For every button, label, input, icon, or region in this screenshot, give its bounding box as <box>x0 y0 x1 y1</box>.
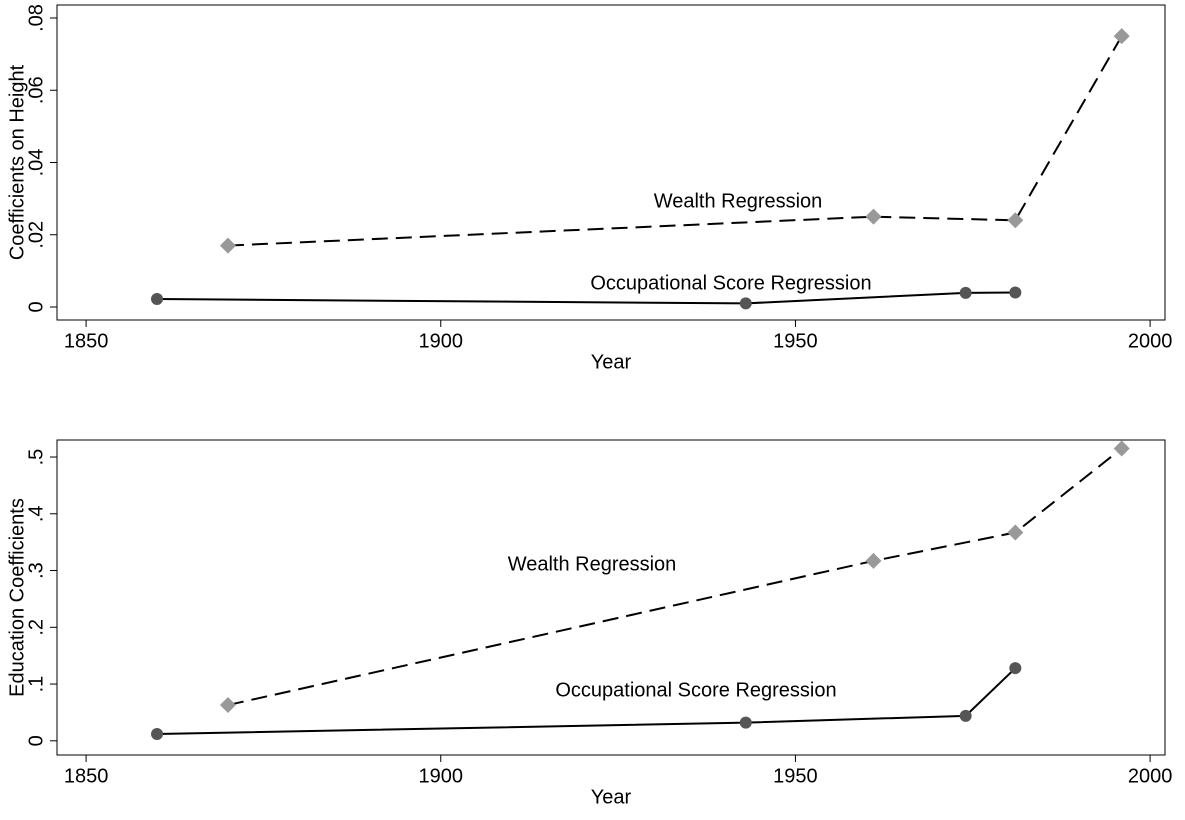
x-tick-label: 1850 <box>64 765 109 787</box>
y-tick-label: .2 <box>25 619 47 636</box>
point <box>1007 524 1024 541</box>
x-tick-label: 1900 <box>419 330 464 352</box>
y-tick-label: .5 <box>25 449 47 466</box>
point <box>1007 212 1024 229</box>
plot-frame <box>56 439 1166 756</box>
y-axis-label: Education Coefficients <box>6 498 28 697</box>
point <box>739 716 752 729</box>
point <box>1009 662 1022 675</box>
point <box>219 697 236 714</box>
y-axis-label: Coefficients on Height <box>6 64 28 260</box>
x-axis-label: Year <box>591 351 632 373</box>
y-tick-label: .08 <box>25 4 47 32</box>
x-tick-label: 2000 <box>1128 330 1173 352</box>
series-line <box>156 667 1017 735</box>
y-tick-label: .1 <box>25 676 47 693</box>
series-annotation: Occupational Score Regression <box>555 679 836 701</box>
y-tick-label: .4 <box>25 505 47 522</box>
series-annotation: Wealth Regression <box>508 553 677 575</box>
y-tick-label: .04 <box>25 149 47 177</box>
series-line <box>227 35 1123 247</box>
point <box>739 297 752 310</box>
series-line <box>157 291 1016 305</box>
point <box>959 709 972 722</box>
point <box>1113 28 1130 45</box>
y-tick-label: .02 <box>25 221 47 249</box>
point <box>151 293 164 306</box>
y-tick-label: .3 <box>25 562 47 579</box>
point <box>1009 286 1022 299</box>
point <box>219 237 236 254</box>
x-tick-label: 1900 <box>419 765 464 787</box>
x-tick-label: 2000 <box>1128 765 1173 787</box>
y-tick-label: 0 <box>25 301 47 312</box>
series-annotation: Wealth Regression <box>654 190 823 212</box>
point <box>865 552 882 569</box>
x-tick-label: 1950 <box>773 330 818 352</box>
series-annotation: Occupational Score Regression <box>590 272 871 294</box>
point <box>865 208 882 225</box>
x-axis-label: Year <box>591 786 632 808</box>
point <box>959 286 972 299</box>
series-line <box>227 447 1123 707</box>
point <box>151 728 164 740</box>
x-tick-label: 1850 <box>64 330 109 352</box>
y-tick-label: 0 <box>25 735 47 746</box>
y-tick-label: .06 <box>25 76 47 104</box>
x-tick-label: 1950 <box>773 765 818 787</box>
point <box>1113 440 1130 457</box>
